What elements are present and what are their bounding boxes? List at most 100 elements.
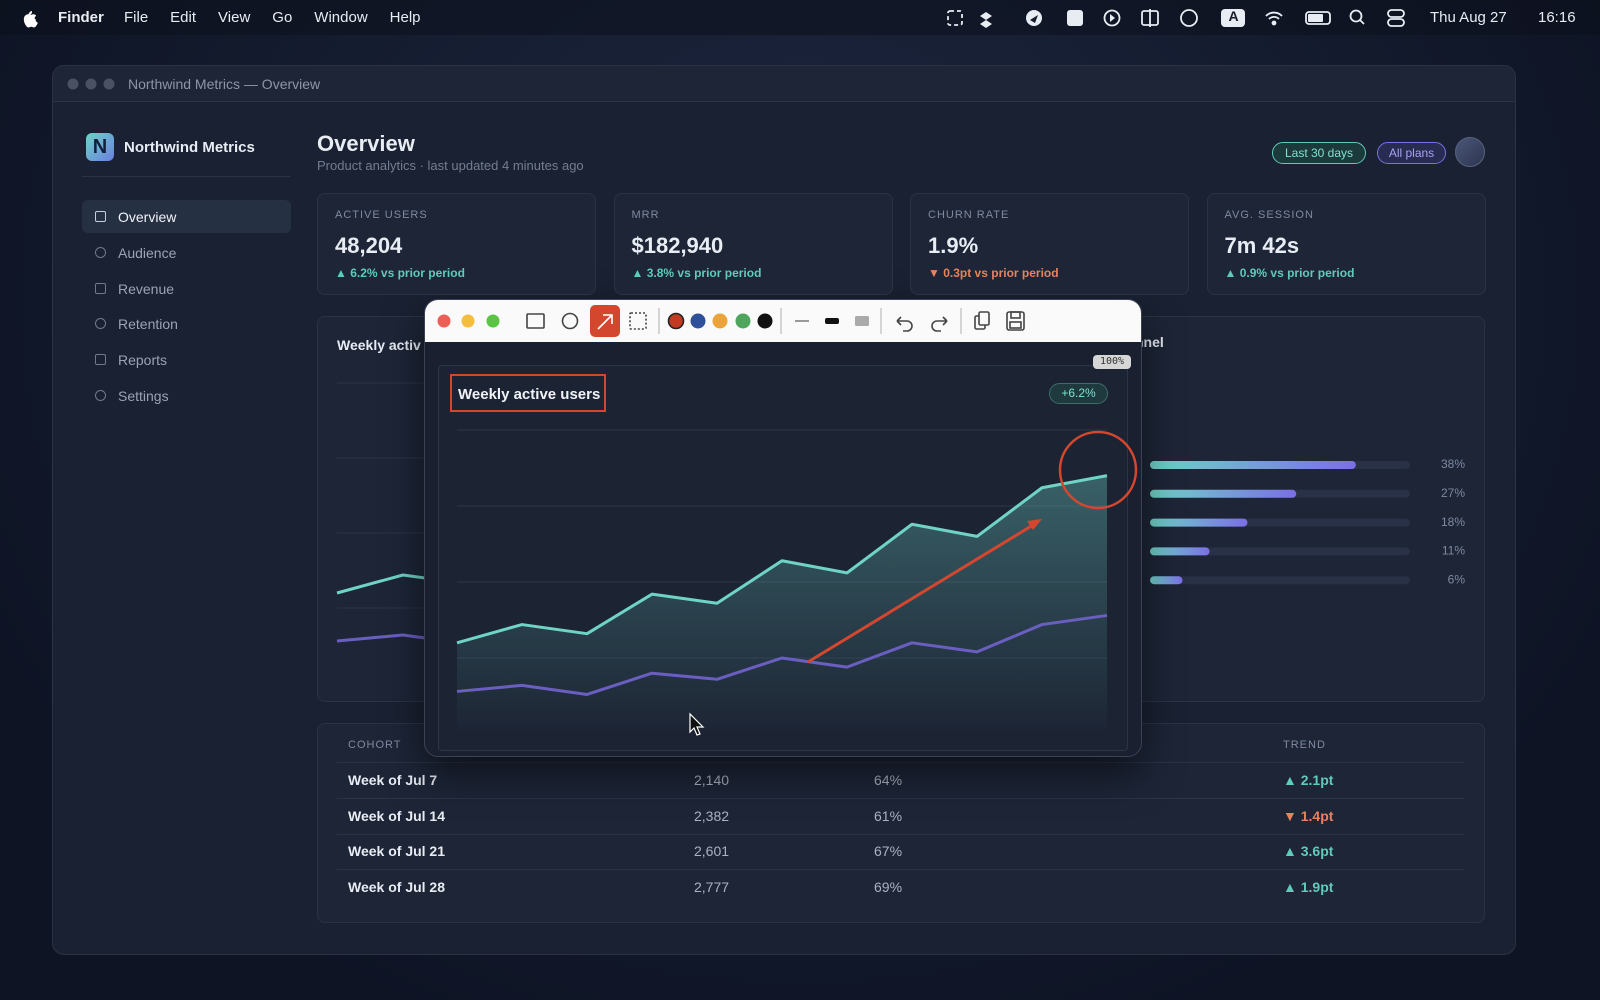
menubar: Finder File Edit View Go Window Help A Thu Au… — [0, 0, 1600, 35]
nav-item[interactable]: Settings — [118, 388, 169, 404]
nav-item[interactable]: Retention — [118, 316, 178, 333]
table-cell: Week of Jul 28 — [348, 879, 446, 896]
zoom-badge: 100% — [1093, 355, 1131, 369]
input-source: A — [1228, 8, 1239, 24]
kpi-delta: ▼ 0.3pt vs prior period — [928, 266, 1059, 280]
line — [456, 474, 1108, 645]
column-header: COHORT — [348, 739, 402, 751]
annotations — [689, 430, 1138, 736]
chart — [456, 429, 1108, 734]
table-cell: ▲ 1.9pt — [1283, 879, 1334, 896]
nav-item[interactable]: Overview — [118, 209, 177, 225]
bar-track — [1150, 547, 1410, 556]
annotation-window: 100% Weekly active users +6.2% — [424, 299, 1142, 757]
kpi-value: 48,204 — [335, 233, 403, 258]
nav-icon — [95, 282, 106, 294]
kpi-label: AVG. SESSION — [1224, 209, 1314, 221]
bar-track — [1150, 576, 1410, 585]
menus: File Edit View Go Window Help — [124, 9, 421, 26]
table-cell: 2,777 — [694, 879, 730, 896]
bar — [1150, 489, 1297, 498]
menubar-date: Thu Aug 27 — [1430, 9, 1507, 26]
kpi-value: $182,940 — [631, 233, 724, 258]
page-subtitle: Product analytics · last updated 4 minut… — [317, 158, 584, 173]
nav-item[interactable]: Revenue — [118, 280, 175, 297]
menu-item[interactable]: Help — [389, 9, 421, 26]
bar — [1150, 518, 1248, 527]
menu-item[interactable]: Window — [314, 9, 368, 26]
delta-badge: +6.2% — [1049, 383, 1108, 404]
bar — [1150, 461, 1356, 469]
value-label: 11% — [1442, 544, 1465, 558]
table-cell: Week of Jul 14 — [348, 807, 446, 824]
row-divider — [337, 762, 1465, 763]
divider — [82, 176, 291, 177]
table-cell: 69% — [874, 879, 903, 896]
menu-item[interactable]: Go — [272, 9, 293, 26]
table-cell: 2,382 — [694, 807, 730, 824]
filter-chip[interactable]: All plans — [1377, 142, 1446, 164]
nav-item[interactable]: Reports — [118, 352, 168, 369]
row-divider — [337, 798, 1465, 799]
table-cell: Week of Jul 7 — [348, 772, 438, 788]
line — [456, 613, 1108, 696]
kpi-value: 1.9% — [928, 233, 979, 258]
table-cell: 61% — [874, 807, 903, 824]
apple-icon — [23, 11, 38, 28]
avatar[interactable] — [1455, 137, 1485, 167]
table-cell: 67% — [874, 843, 903, 860]
chart-title: nnel — [1135, 334, 1164, 350]
menubar-time: 16:16 — [1538, 9, 1576, 26]
bar — [1150, 576, 1183, 585]
kpi-card — [1206, 193, 1486, 295]
nav-icon — [95, 354, 106, 366]
toolbar-icons[interactable] — [425, 300, 1142, 342]
traffic-lights[interactable] — [65, 76, 125, 92]
kpi-delta: ▲ 3.8% vs prior period — [631, 266, 762, 280]
row-divider — [337, 869, 1465, 871]
app-name[interactable]: Finder — [58, 9, 104, 26]
kpi-card — [317, 193, 596, 295]
kpi-value: 7m 42s — [1224, 233, 1300, 258]
area — [457, 475, 1107, 734]
nav-icon — [95, 246, 106, 258]
filter-chip[interactable]: Last 30 days — [1272, 142, 1366, 164]
value-label: 27% — [1441, 486, 1465, 500]
table-cell: 2,140 — [694, 772, 730, 788]
row-divider — [337, 833, 1465, 835]
annotation-title: Weekly active users — [458, 386, 601, 403]
annotation-rect — [450, 374, 606, 412]
nav-item[interactable]: Audience — [118, 244, 177, 261]
table-cell: ▼ 1.4pt — [1283, 807, 1334, 824]
menu-item[interactable]: File — [124, 9, 149, 26]
bar — [1150, 547, 1210, 556]
menu-item[interactable]: View — [218, 9, 251, 26]
kpi-delta: ▲ 0.9% vs prior period — [1224, 266, 1355, 280]
kpi-label: CHURN RATE — [928, 209, 1010, 221]
nav-active-bg — [82, 200, 291, 233]
column-header: TREND — [1283, 739, 1326, 751]
nav-icon — [95, 390, 106, 401]
table-cell: 2,601 — [694, 843, 730, 860]
kpi-label: MRR — [631, 209, 660, 221]
brand: Northwind Metrics — [124, 139, 255, 156]
kpi-card — [613, 193, 893, 295]
table-cell: 64% — [874, 772, 903, 788]
value-label: 6% — [1448, 572, 1466, 586]
table-cell: Week of Jul 21 — [348, 843, 446, 860]
table-cell: ▲ 2.1pt — [1283, 772, 1334, 788]
status-icons — [947, 9, 1405, 28]
titlebar — [53, 66, 1515, 102]
window-title: Northwind Metrics — Overview — [128, 76, 321, 92]
kpi-delta: ▲ 6.2% vs prior period — [335, 266, 465, 280]
chart-title: Weekly activ — [337, 337, 421, 353]
nav-icon — [95, 318, 106, 330]
value-label: 18% — [1441, 515, 1465, 529]
kpi-card — [910, 193, 1189, 295]
value-label: 38% — [1441, 457, 1465, 471]
nav-icon — [95, 211, 106, 222]
menu-item[interactable]: Edit — [170, 9, 197, 26]
logo: N — [86, 133, 114, 161]
kpi-label: ACTIVE USERS — [335, 209, 428, 221]
